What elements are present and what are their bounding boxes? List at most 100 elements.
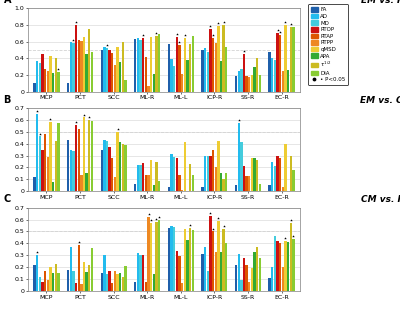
Bar <box>204 48 206 92</box>
Bar <box>88 29 90 92</box>
Bar <box>91 248 93 291</box>
Bar <box>178 175 181 191</box>
Bar <box>57 273 60 291</box>
Bar <box>33 177 36 191</box>
Bar <box>150 160 152 191</box>
Bar <box>36 61 38 92</box>
Bar <box>274 166 276 191</box>
Bar <box>243 166 245 191</box>
Bar <box>72 43 75 92</box>
Bar <box>106 48 108 92</box>
Bar <box>181 74 183 92</box>
Bar <box>122 277 124 291</box>
Bar <box>248 282 250 291</box>
Bar <box>142 255 144 291</box>
Bar <box>67 140 69 191</box>
Bar <box>284 25 287 92</box>
Bar <box>49 56 52 92</box>
Bar <box>206 52 209 92</box>
Bar <box>86 54 88 92</box>
Bar <box>75 125 77 191</box>
Bar <box>137 38 139 92</box>
Bar <box>184 143 186 191</box>
Bar <box>54 264 57 291</box>
Bar <box>106 274 108 291</box>
Bar <box>158 34 160 92</box>
Bar <box>201 186 204 191</box>
Bar <box>217 221 220 291</box>
Bar <box>290 223 292 291</box>
Bar <box>150 223 152 291</box>
Bar <box>39 277 41 291</box>
Bar <box>268 185 271 191</box>
Bar <box>147 175 150 191</box>
Bar <box>253 252 256 291</box>
Bar <box>246 265 248 291</box>
Text: EM vs. CM: EM vs. CM <box>360 95 400 105</box>
Bar <box>100 150 103 191</box>
Bar <box>142 38 144 92</box>
Bar <box>100 273 103 291</box>
Bar <box>251 268 253 291</box>
Bar <box>153 185 155 191</box>
Bar <box>103 255 106 291</box>
Bar <box>259 258 261 291</box>
Bar <box>168 228 170 291</box>
Text: CM vs. HC: CM vs. HC <box>361 195 400 204</box>
Bar <box>225 243 228 291</box>
Bar <box>155 162 158 191</box>
Bar <box>214 167 217 191</box>
Bar <box>140 165 142 191</box>
Bar <box>178 256 181 291</box>
Bar <box>222 180 225 191</box>
Bar <box>170 59 173 92</box>
Bar <box>204 247 206 291</box>
Bar <box>137 165 139 191</box>
Bar <box>134 282 136 291</box>
Bar <box>78 129 80 191</box>
Bar <box>83 117 85 191</box>
Bar <box>212 150 214 191</box>
Bar <box>276 33 279 92</box>
Bar <box>225 173 228 191</box>
Bar <box>235 265 237 291</box>
Bar <box>36 114 38 191</box>
Bar <box>168 186 170 191</box>
Bar <box>176 158 178 191</box>
Bar <box>204 156 206 191</box>
Bar <box>235 76 237 92</box>
Bar <box>86 272 88 291</box>
Bar <box>284 241 287 291</box>
Bar <box>88 120 90 191</box>
Bar <box>145 282 147 291</box>
Bar <box>274 236 276 291</box>
Bar <box>181 190 183 191</box>
Bar <box>52 273 54 291</box>
Bar <box>108 271 111 291</box>
Bar <box>290 26 292 92</box>
Bar <box>67 269 69 291</box>
Bar <box>240 280 242 291</box>
Bar <box>134 39 136 92</box>
Bar <box>111 283 114 291</box>
Bar <box>137 253 139 291</box>
Bar <box>49 122 52 191</box>
Bar <box>145 175 147 191</box>
Bar <box>253 158 256 191</box>
Bar <box>70 150 72 191</box>
Bar <box>251 75 253 92</box>
Bar <box>158 181 160 191</box>
Bar <box>279 243 281 291</box>
Bar <box>41 282 44 291</box>
Bar <box>111 158 114 191</box>
Bar <box>271 267 274 291</box>
Bar <box>253 67 256 92</box>
Bar <box>72 151 75 191</box>
Bar <box>49 267 52 291</box>
Bar <box>271 162 274 191</box>
Bar <box>124 145 127 191</box>
Bar <box>41 54 44 92</box>
Bar <box>282 186 284 191</box>
Bar <box>44 271 46 291</box>
Bar <box>114 65 116 92</box>
